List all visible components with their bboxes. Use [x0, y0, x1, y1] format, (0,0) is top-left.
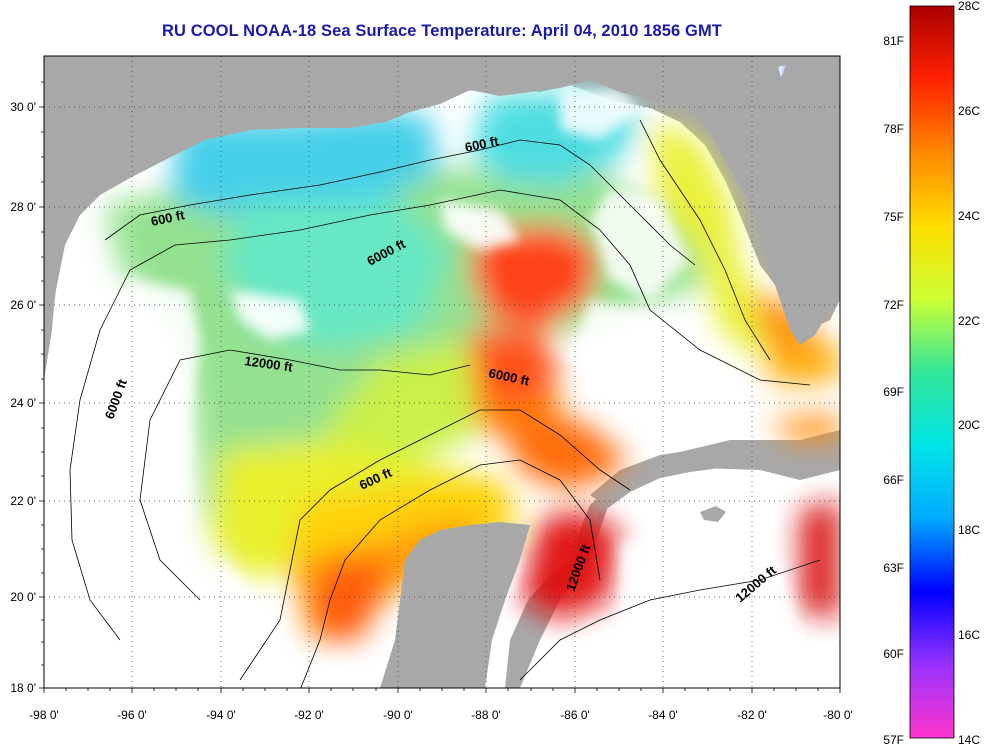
colorbar-f-label: 69F — [883, 385, 904, 399]
colorbar-c-label: 14C — [958, 733, 980, 747]
colorbar-c-label: 24C — [958, 209, 980, 223]
lon-tick-labels: -98 0' -96 0' -94 0' -92 0' -90 0' -88 0… — [29, 708, 853, 722]
lat-tick-label: 18 0' — [10, 681, 36, 695]
colorbar-f-label: 72F — [883, 298, 904, 312]
colorbar-f-labels: 81F 78F 75F 72F 69F 66F 63F 60F 57F — [883, 34, 904, 747]
contour-6000-south — [300, 459, 601, 688]
lat-tick-label: 28 0' — [10, 200, 36, 214]
colorbar-f-label: 75F — [883, 210, 904, 224]
colorbar-f-label: 66F — [883, 473, 904, 487]
lat-tick-label: 20 0' — [10, 590, 36, 604]
colorbar-f-label: 81F — [883, 34, 904, 48]
contour-12000-carib — [519, 559, 821, 681]
contour-12000 — [139, 349, 471, 601]
lon-tick-label: -94 0' — [206, 708, 236, 722]
contour-600-south — [239, 409, 631, 681]
colorbar-f-label: 60F — [883, 647, 904, 661]
colorbar-c-labels: 28C 26C 24C 22C 20C 18C 16C 14C — [958, 0, 980, 747]
colorbar-c-label: 22C — [958, 314, 980, 328]
lon-tick-label: -90 0' — [383, 708, 413, 722]
contour-label: 600 ft — [150, 207, 187, 229]
graticule — [44, 56, 840, 688]
contour-600-north — [104, 139, 696, 266]
lon-tick-label: -98 0' — [29, 708, 59, 722]
colorbar-c-label: 28C — [958, 0, 980, 13]
colorbar-c-label: 26C — [958, 104, 980, 118]
lon-tick-label: -92 0' — [294, 708, 324, 722]
colorbar-gradient — [909, 5, 955, 739]
colorbar-c-label: 16C — [958, 628, 980, 642]
contour-label: 12000 ft — [244, 353, 295, 375]
lon-tick-label: -82 0' — [737, 708, 767, 722]
contour-florida-shelf — [639, 119, 771, 361]
cuba — [590, 440, 840, 508]
lon-tick-label: -80 0' — [823, 708, 853, 722]
contour-6000-west — [69, 189, 811, 641]
lon-tick-label: -96 0' — [117, 708, 147, 722]
lat-tick-label: 30 0' — [10, 100, 36, 114]
yucatan-peninsula — [380, 522, 530, 688]
tick-marks — [39, 81, 841, 693]
colorbar-f-label: 78F — [883, 122, 904, 136]
lon-tick-label: -88 0' — [471, 708, 501, 722]
lat-tick-label: 24 0' — [10, 396, 36, 410]
colorbar-c-label: 18C — [958, 523, 980, 537]
lon-tick-label: -84 0' — [648, 708, 678, 722]
map-title: RU COOL NOAA-18 Sea Surface Temperature:… — [162, 22, 722, 40]
colorbar-c-label: 20C — [958, 418, 980, 432]
contour-label: 600 ft — [464, 133, 501, 155]
florida-peninsula — [690, 56, 840, 345]
colorbar-f-label: 63F — [883, 561, 904, 575]
bathymetry-contours — [69, 119, 821, 688]
isla-juventud — [700, 506, 726, 522]
lat-tick-label: 22 0' — [10, 494, 36, 508]
lon-tick-label: -86 0' — [560, 708, 590, 722]
colorbar-f-label: 57F — [883, 733, 904, 747]
us-gulf-coast — [44, 56, 840, 380]
colorbar: 81F 78F 75F 72F 69F 66F 63F 60F 57F 28C … — [883, 0, 980, 747]
lat-tick-label: 26 0' — [10, 298, 36, 312]
lat-tick-labels: 30 0' 28 0' 26 0' 24 0' 22 0' 20 0' 18 0… — [10, 100, 36, 695]
map-area: 600 ft 600 ft 6000 ft 12000 ft 6000 ft 6… — [44, 56, 840, 688]
